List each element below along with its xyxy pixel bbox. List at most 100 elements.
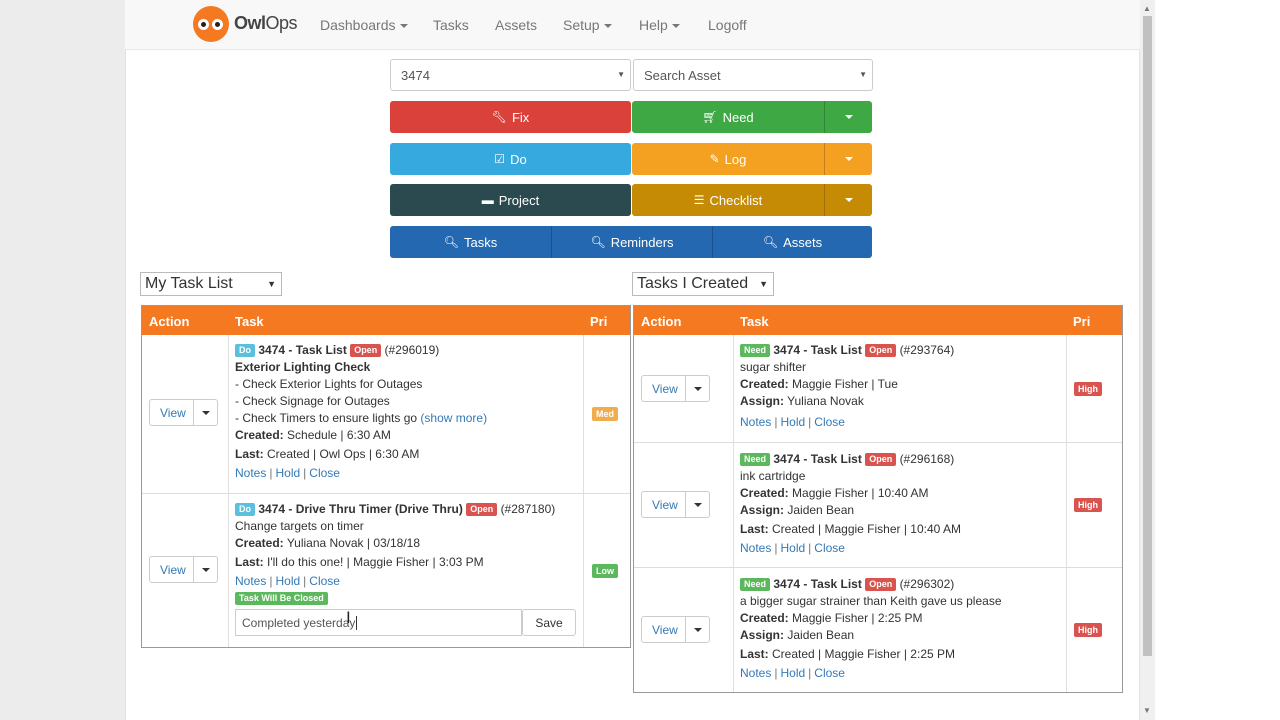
search-assets-button[interactable]: 🔍︎ Assets: [712, 226, 872, 258]
col-task: Task: [740, 314, 769, 329]
type-badge: Do: [235, 344, 255, 357]
hold-link[interactable]: Hold: [780, 541, 806, 555]
task-name: Change targets on timer: [235, 519, 364, 533]
created-value: Maggie Fisher | Tue: [792, 377, 898, 391]
task-id: (#296302): [899, 577, 955, 591]
dropdown-arrow-icon: ▼: [859, 70, 867, 79]
close-link[interactable]: Close: [309, 466, 340, 480]
status-badge: Open: [466, 503, 498, 516]
task-cell: Need 3474 - Task List Open (#293764) sug…: [740, 342, 1065, 431]
log-dropdown-toggle[interactable]: [824, 143, 872, 175]
created-value: Schedule | 6:30 AM: [287, 428, 391, 442]
task-name: a bigger sugar strainer than Keith gave …: [740, 594, 1002, 608]
close-link[interactable]: Close: [309, 574, 340, 588]
scroll-up-icon[interactable]: ▲: [1143, 4, 1151, 13]
show-more-link[interactable]: (show more): [420, 411, 488, 425]
task-title[interactable]: 3474 - Task List: [773, 343, 862, 357]
nav-tasks[interactable]: Tasks: [433, 17, 469, 33]
hold-link[interactable]: Hold: [780, 415, 806, 429]
task-title[interactable]: 3474 - Drive Thru Timer (Drive Thru): [258, 502, 463, 516]
nav-help[interactable]: Help: [639, 17, 680, 33]
search-tasks-button[interactable]: 🔍︎ Tasks: [390, 226, 551, 258]
search-reminders-button[interactable]: 🔍︎ Reminders: [551, 226, 712, 258]
nav-logoff[interactable]: Logoff: [708, 17, 747, 33]
dropdown-arrow-icon: ▼: [759, 279, 768, 289]
notes-link[interactable]: Notes: [740, 415, 772, 429]
notes-link[interactable]: Notes: [235, 466, 267, 480]
task-cell: Do 3474 - Drive Thru Timer (Drive Thru) …: [235, 501, 580, 607]
col-pri: Pri: [1073, 314, 1091, 329]
hold-link[interactable]: Hold: [780, 666, 806, 680]
nav-dashboards[interactable]: Dashboards: [320, 17, 408, 33]
task-name: sugar shifter: [740, 360, 807, 374]
task-title[interactable]: 3474 - Task List: [773, 577, 862, 591]
col-action: Action: [641, 314, 682, 329]
task-id: (#293764): [899, 343, 955, 357]
do-button[interactable]: ☑ Do: [390, 143, 631, 175]
task-name: ink cartridge: [740, 469, 806, 483]
view-button[interactable]: View: [149, 399, 218, 426]
task-title[interactable]: 3474 - Task List: [773, 452, 862, 466]
need-dropdown-toggle[interactable]: [824, 101, 872, 133]
cart-icon: 🛒︎: [702, 110, 718, 124]
priority-badge: Med: [592, 407, 618, 421]
owl-logo-icon[interactable]: [193, 6, 229, 42]
chevron-down-icon[interactable]: [193, 557, 217, 582]
my-task-table: Action Task Pri: [141, 305, 631, 648]
brand-name[interactable]: OwlOps: [234, 13, 298, 33]
type-badge: Need: [740, 344, 771, 357]
created-value: Maggie Fisher | 10:40 AM: [792, 486, 929, 500]
text-cursor-icon: I: [346, 608, 351, 627]
close-link[interactable]: Close: [814, 541, 845, 555]
wrench-icon: 🔧︎: [491, 110, 507, 124]
view-button[interactable]: View: [149, 556, 218, 583]
view-button[interactable]: View: [641, 616, 710, 643]
checklist-button[interactable]: ☰ Checklist: [632, 184, 872, 216]
type-badge: Need: [740, 453, 771, 466]
my-task-list-select[interactable]: My Task List ▼: [140, 272, 282, 296]
list-icon: ☰: [693, 193, 705, 207]
project-button[interactable]: ▬ Project: [390, 184, 631, 216]
col-pri: Pri: [590, 314, 608, 329]
tasks-i-created-label: Tasks I Created: [637, 275, 749, 292]
table-header: Action Task Pri: [634, 306, 1122, 335]
scroll-down-icon[interactable]: ▼: [1143, 706, 1151, 715]
last-value: Created | Maggie Fisher | 10:40 AM: [772, 522, 962, 536]
chevron-down-icon[interactable]: [685, 376, 709, 401]
save-button[interactable]: Save: [522, 609, 576, 636]
notes-link[interactable]: Notes: [235, 574, 267, 588]
chevron-down-icon: [844, 157, 853, 161]
view-button[interactable]: View: [641, 375, 710, 402]
scrollbar-thumb[interactable]: [1143, 16, 1152, 656]
notes-link[interactable]: Notes: [740, 666, 772, 680]
chevron-down-icon[interactable]: [685, 617, 709, 642]
log-button[interactable]: ✎ Log: [632, 143, 872, 175]
close-note-input[interactable]: Completed yesterday: [235, 609, 522, 636]
dropdown-arrow-icon: ▼: [617, 70, 625, 79]
chevron-down-icon[interactable]: [193, 400, 217, 425]
tasks-i-created-table: Action Task Pri: [633, 305, 1123, 693]
search-asset-select[interactable]: Search Asset ▼: [633, 59, 873, 91]
hold-link[interactable]: Hold: [275, 574, 301, 588]
col-task: Task: [235, 314, 264, 329]
close-link[interactable]: Close: [814, 415, 845, 429]
task-name: Exterior Lighting Check: [235, 360, 371, 374]
hold-link[interactable]: Hold: [275, 466, 301, 480]
tasks-i-created-select[interactable]: Tasks I Created ▼: [632, 272, 774, 296]
task-title[interactable]: 3474 - Task List: [258, 343, 347, 357]
nav-setup[interactable]: Setup: [563, 17, 612, 33]
vertical-scrollbar[interactable]: ▲ ▼: [1140, 0, 1155, 720]
view-button[interactable]: View: [641, 491, 710, 518]
need-button[interactable]: 🛒︎ Need: [632, 101, 872, 133]
checklist-dropdown-toggle[interactable]: [824, 184, 872, 216]
assign-value: Jaiden Bean: [787, 503, 855, 517]
notes-link[interactable]: Notes: [740, 541, 772, 555]
close-link[interactable]: Close: [814, 666, 845, 680]
nav-assets[interactable]: Assets: [495, 17, 538, 33]
location-select[interactable]: 3474 ▼: [390, 59, 631, 91]
status-badge: Open: [865, 453, 897, 466]
fix-button[interactable]: 🔧︎ Fix: [390, 101, 631, 133]
task-cell: Do 3474 - Task List Open (#296019) Exter…: [235, 342, 580, 482]
chevron-down-icon[interactable]: [685, 492, 709, 517]
dropdown-arrow-icon: ▼: [267, 279, 276, 289]
